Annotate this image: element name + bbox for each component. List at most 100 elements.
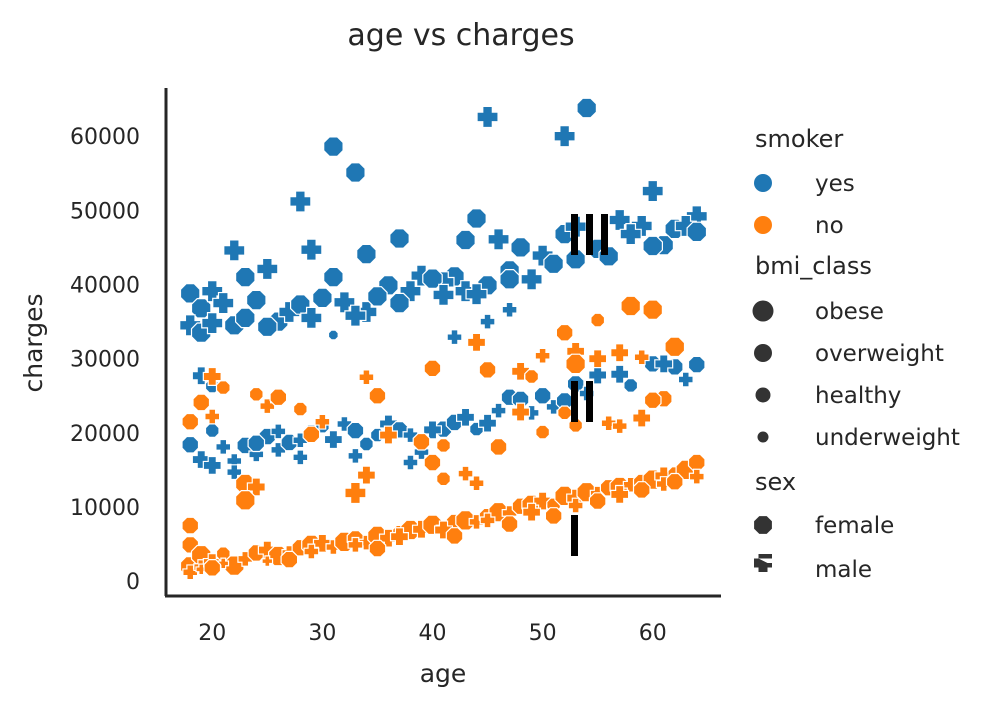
data-point-yes: [422, 268, 443, 289]
data-point-no: [468, 475, 485, 492]
data-point-yes: [212, 291, 235, 315]
legend-marker-female: [754, 516, 772, 534]
y-tick-label: 20000: [70, 422, 140, 447]
data-point-yes: [687, 355, 706, 374]
data-point-no: [533, 491, 553, 511]
data-point-yes: [389, 292, 410, 314]
data-point-no: [610, 484, 630, 504]
legend-label-female: female: [815, 513, 894, 539]
data-point-yes: [422, 420, 443, 440]
data-point-yes: [499, 269, 520, 290]
data-point-no: [423, 453, 442, 472]
data-point-no: [467, 332, 487, 352]
data-point-no: [610, 343, 630, 363]
data-point-no: [500, 515, 519, 533]
data-point-no: [261, 555, 274, 567]
annotation-bar: [586, 214, 593, 255]
y-tick-label: 40000: [70, 274, 140, 299]
data-point-no: [217, 557, 230, 570]
data-point-no: [522, 502, 542, 522]
data-point-yes: [476, 105, 499, 129]
legend-marker-no: [754, 216, 772, 234]
data-point-yes: [399, 280, 422, 303]
data-point-no: [632, 481, 651, 499]
data-point-yes: [344, 304, 367, 327]
data-point-no: [192, 393, 211, 412]
data-point-no: [611, 418, 628, 435]
legend-marker-healthy: [755, 387, 771, 403]
annotation-bar: [571, 515, 578, 556]
data-point-no: [544, 507, 563, 525]
y-tick-label: 30000: [70, 348, 140, 373]
data-point-yes: [300, 306, 323, 329]
y-tick-labels: 0 10000 20000 30000 40000 50000 60000: [70, 125, 140, 595]
x-tick-label: 30: [308, 621, 336, 646]
data-point-yes: [346, 421, 365, 440]
data-point-yes: [247, 434, 266, 453]
y-axis-label: charges: [19, 293, 48, 392]
data-point-no: [312, 533, 332, 553]
data-point-no: [246, 477, 266, 497]
data-point-no: [535, 424, 551, 440]
data-point-yes: [223, 239, 246, 262]
annotation-bar: [601, 214, 608, 255]
data-point-yes: [630, 214, 653, 238]
data-point-yes: [588, 365, 608, 385]
legend-marker-overweight: [754, 344, 772, 362]
data-point-yes: [565, 249, 586, 270]
legend-label-overweight: overweight: [815, 341, 944, 367]
data-point-no: [445, 527, 464, 545]
legend-label-obese: obese: [815, 299, 884, 325]
data-point-no: [479, 512, 496, 529]
legend-label-underweight: underweight: [815, 425, 960, 451]
data-point-no: [204, 408, 221, 425]
data-point-yes: [553, 125, 576, 148]
data-point-no: [378, 425, 398, 445]
data-point-yes: [179, 283, 201, 304]
data-point-yes: [455, 229, 476, 251]
data-point-yes: [327, 329, 339, 341]
data-point-no: [534, 347, 551, 364]
data-point-yes: [402, 454, 419, 471]
data-point-no: [511, 361, 531, 381]
data-point-no: [642, 299, 664, 320]
data-point-yes: [323, 266, 344, 288]
data-point-yes: [478, 413, 498, 433]
annotation-marks: [571, 214, 608, 556]
data-point-no: [293, 401, 308, 417]
data-point-yes: [466, 208, 487, 229]
data-point-yes: [323, 429, 343, 450]
annotation-bar: [571, 381, 578, 422]
data-point-yes: [510, 237, 531, 258]
data-point-no: [269, 388, 288, 407]
data-point-yes: [256, 257, 279, 281]
data-point-no: [565, 353, 586, 375]
data-point-yes: [202, 455, 222, 476]
data-point-no: [358, 369, 375, 386]
data-point-no: [555, 323, 574, 342]
data-point-yes: [367, 286, 388, 307]
x-tick-label: 40: [418, 621, 446, 646]
legend-marker-yes: [754, 174, 772, 192]
data-point-yes: [520, 268, 543, 291]
data-point-no: [347, 536, 364, 553]
y-tick-label: 0: [126, 570, 140, 595]
data-point-yes: [501, 301, 518, 318]
data-point-no: [489, 438, 508, 456]
data-point-no: [567, 497, 584, 514]
y-tick-label: 10000: [70, 496, 140, 521]
legend-label-male: male: [815, 557, 872, 583]
data-point-yes: [623, 378, 639, 393]
data-point-yes: [641, 179, 664, 203]
axes: [164, 88, 721, 598]
data-point-no: [588, 349, 608, 369]
data-point-yes: [204, 423, 220, 438]
data-point-no: [181, 516, 200, 535]
data-point-yes: [619, 222, 642, 246]
data-point-yes: [642, 235, 664, 257]
data-point-no: [356, 465, 376, 485]
data-point-no: [259, 398, 276, 415]
annotation-bar: [571, 214, 578, 255]
data-point-no: [389, 527, 409, 547]
